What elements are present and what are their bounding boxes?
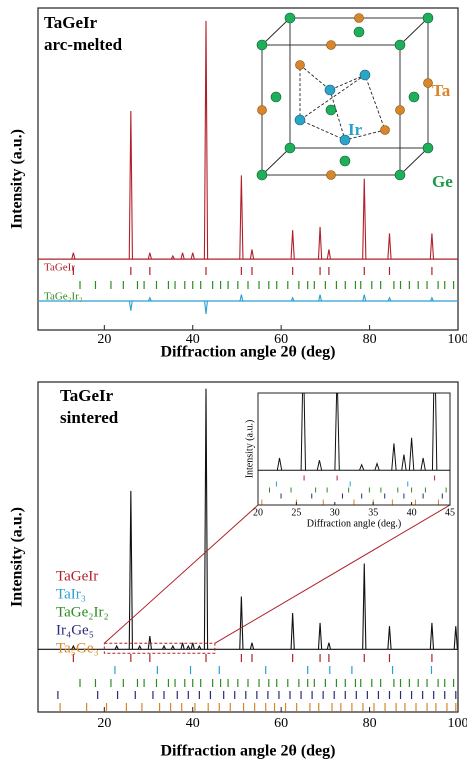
x-tick-label: 100 bbox=[448, 716, 467, 731]
panel-subtitle: sintered bbox=[60, 408, 119, 427]
peak bbox=[250, 250, 253, 260]
peak bbox=[250, 643, 253, 650]
peak bbox=[318, 227, 321, 259]
peak bbox=[148, 636, 151, 649]
peak bbox=[191, 253, 194, 259]
inset-x-tick-label: 35 bbox=[368, 507, 378, 518]
peak bbox=[204, 389, 207, 650]
inset-x-tick-label: 25 bbox=[291, 507, 301, 518]
inset-frame bbox=[258, 393, 450, 505]
legend-label: TaGeIr bbox=[56, 568, 98, 584]
difference-peak bbox=[240, 295, 243, 301]
panel-title: TaGeIr bbox=[44, 13, 98, 32]
peak bbox=[240, 175, 243, 259]
peak bbox=[454, 626, 457, 649]
peak bbox=[72, 253, 75, 259]
zoom-connector bbox=[104, 505, 258, 643]
difference-peak bbox=[129, 301, 132, 311]
bonds bbox=[300, 65, 385, 140]
x-tick-label: 80 bbox=[363, 332, 377, 347]
legend-label: TaGe₂Ir₂ bbox=[44, 291, 83, 303]
inset-x-tick-label: 45 bbox=[445, 507, 455, 518]
peak bbox=[363, 564, 366, 650]
structure-label: Ta bbox=[432, 81, 451, 100]
peak bbox=[388, 626, 391, 649]
panel-subtitle: arc-melted bbox=[44, 35, 123, 54]
inset-x-tick-label: 30 bbox=[330, 507, 340, 518]
panel-title: TaGeIr bbox=[60, 386, 114, 405]
difference-peak bbox=[319, 295, 322, 301]
x-tick-label: 20 bbox=[97, 716, 111, 731]
legend-label: TaIr₃ bbox=[56, 586, 86, 602]
difference-peak bbox=[205, 301, 208, 314]
y-axis-label: Intensity (a.u.) bbox=[9, 507, 26, 607]
inset-x-tick-label: 40 bbox=[407, 507, 417, 518]
peak bbox=[327, 250, 330, 260]
peak bbox=[291, 230, 294, 259]
difference-peak bbox=[363, 295, 366, 301]
x-tick-label: 60 bbox=[274, 716, 288, 731]
peak bbox=[240, 597, 243, 650]
y-axis-label: Intensity (a.u.) bbox=[9, 129, 26, 229]
peak bbox=[363, 179, 366, 260]
peak bbox=[318, 623, 321, 649]
peak bbox=[291, 613, 294, 649]
inset-y-axis-label: Intensity (a.u.) bbox=[244, 420, 255, 479]
legend-label: TaGe₂Ir₂ bbox=[56, 604, 109, 620]
peak bbox=[129, 111, 132, 259]
x-tick-label: 80 bbox=[363, 716, 377, 731]
peak bbox=[430, 233, 433, 259]
structure-label: Ge bbox=[432, 172, 453, 191]
peak bbox=[430, 623, 433, 649]
peak bbox=[388, 233, 391, 259]
peak bbox=[129, 491, 132, 649]
crystal-structure bbox=[257, 13, 433, 180]
legend-label: TaGeIr bbox=[44, 262, 75, 274]
peak bbox=[148, 253, 151, 259]
peak bbox=[181, 253, 184, 259]
structure-label: Ir bbox=[348, 120, 363, 139]
x-tick-label: 100 bbox=[448, 332, 467, 347]
legend-label: Ta₅Ge₃ bbox=[56, 640, 99, 656]
x-axis-label: Diffraction angle 2θ (deg) bbox=[161, 743, 336, 760]
x-tick-label: 40 bbox=[186, 716, 200, 731]
x-tick-label: 20 bbox=[97, 332, 111, 347]
x-axis-label: Diffraction angle 2θ (deg) bbox=[161, 344, 336, 361]
peak bbox=[204, 21, 207, 259]
inset-x-axis-label: Diffraction angle (deg.) bbox=[307, 518, 402, 529]
inset-x-tick-label: 20 bbox=[253, 507, 263, 518]
peak bbox=[327, 643, 330, 650]
legend-label: Ir₄Ge₅ bbox=[56, 622, 94, 638]
